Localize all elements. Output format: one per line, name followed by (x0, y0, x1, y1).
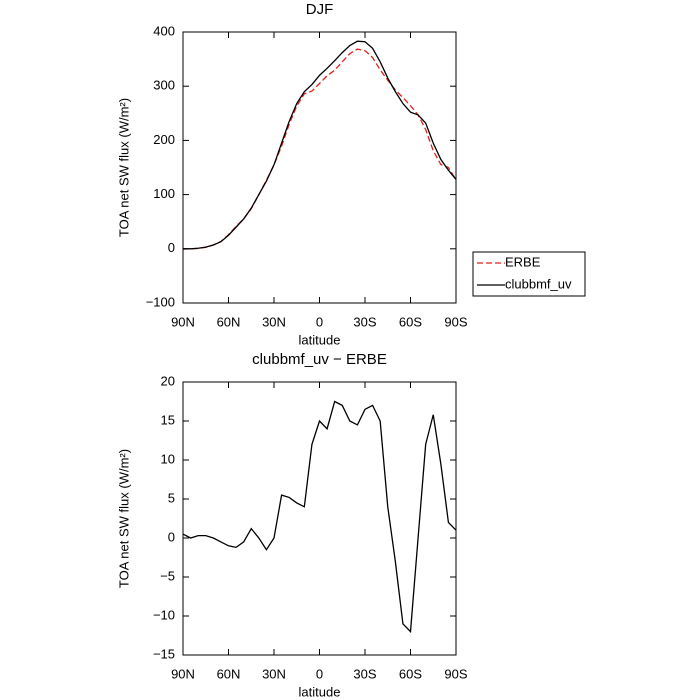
y-tick-label: 100 (153, 186, 175, 201)
data-line (182, 400, 457, 634)
chart-title: DJF (306, 1, 334, 18)
data-line (183, 40, 457, 250)
y-tick-label: 5 (168, 490, 175, 505)
x-tick-label: 30S (353, 666, 376, 681)
y-axis-label: TOA net SW flux (W/m²) (116, 449, 131, 588)
y-tick-label: 15 (161, 412, 175, 427)
y-tick-label: −15 (153, 646, 175, 661)
y-tick-label: 0 (168, 240, 175, 255)
x-tick-label: 60S (399, 666, 422, 681)
x-tick-label: 60N (217, 314, 241, 329)
x-tick-label: 0 (316, 666, 323, 681)
x-tick-label: 60S (399, 314, 422, 329)
y-tick-label: −10 (153, 607, 175, 622)
legend-box (472, 251, 586, 297)
y-axis-label: TOA net SW flux (W/m²) (116, 98, 131, 237)
chart-title: clubbmf_uv − ERBE (252, 351, 387, 368)
y-tick-label: 400 (153, 23, 175, 38)
y-tick-label: 0 (168, 529, 175, 544)
legend-label: ERBE (505, 254, 541, 269)
x-tick-label: 60N (217, 666, 241, 681)
y-tick-label: −5 (160, 568, 175, 583)
x-axis-label: latitude (299, 332, 341, 347)
y-tick-label: 10 (161, 451, 175, 466)
legend-label: clubbmf_uv (505, 276, 572, 291)
y-tick-label: 20 (161, 373, 175, 388)
plot-frame (182, 31, 457, 304)
x-tick-label: 90N (171, 314, 195, 329)
data-line (182, 48, 457, 250)
x-tick-label: 90N (171, 666, 195, 681)
plot-frame (182, 381, 457, 656)
x-tick-label: 30S (353, 314, 376, 329)
y-tick-label: 200 (153, 132, 175, 147)
y-tick-label: −100 (146, 294, 175, 309)
x-tick-label: 30N (262, 666, 286, 681)
x-axis-label: latitude (299, 684, 341, 699)
y-tick-label: 300 (153, 78, 175, 93)
x-tick-label: 0 (316, 314, 323, 329)
x-tick-label: 90S (444, 314, 467, 329)
x-tick-label: 30N (262, 314, 286, 329)
x-tick-label: 90S (444, 666, 467, 681)
